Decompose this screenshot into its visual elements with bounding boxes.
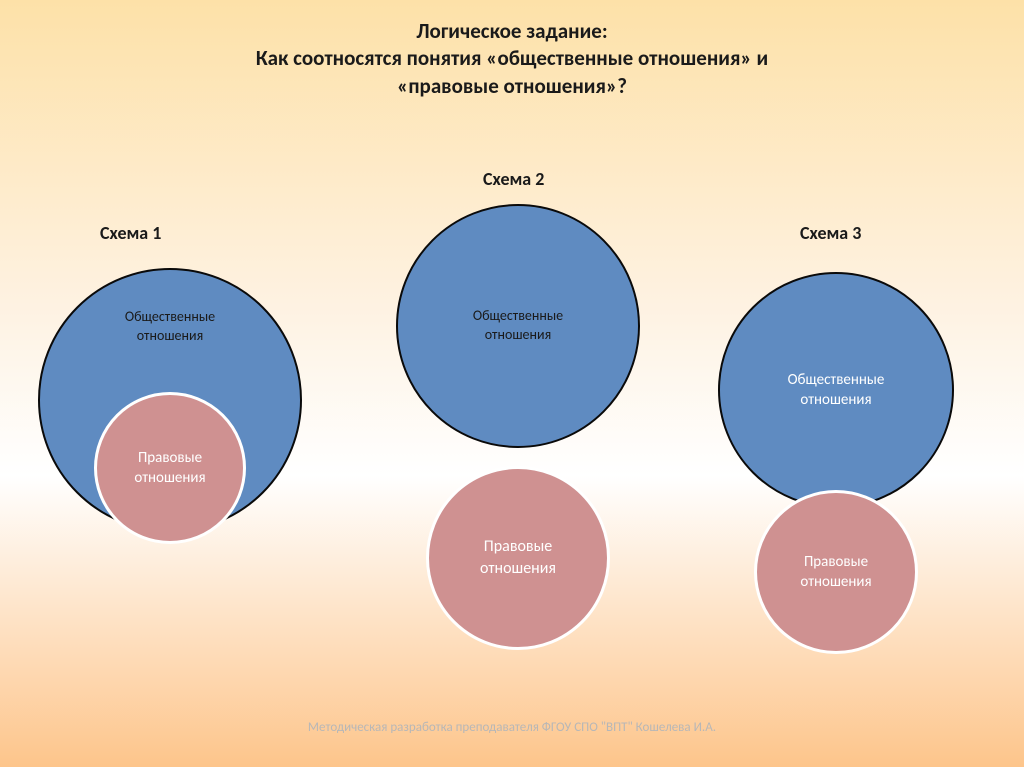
schema-2-top-circle: Общественные отношения [396,204,640,448]
schema-2-label: Схема 2 [483,168,544,190]
page-title: Логическое задание: Как соотносятся поня… [0,18,1024,100]
footer-credit: Методическая разработка преподавателя ФГ… [0,720,1024,735]
title-line-3: «правовые отношения»? [397,73,627,99]
schema-1-inner-circle: Правовые отношения [94,392,246,544]
schema-3-bottom-circle: Правовые отношения [754,490,918,654]
schema-3-bottom-text-2: отношения [800,572,871,592]
schema-2-bottom-text-2: отношения [480,558,556,580]
schema-3-top-text-2: отношения [800,390,871,410]
schema-1-outer-text-1: Общественные [125,308,215,327]
schema-2-top-text-1: Общественные [473,307,563,326]
schema-2-bottom-circle: Правовые отношения [426,466,610,650]
schema-2-top-text-2: отношения [485,326,551,345]
schema-1-outer-text-2: отношения [137,327,203,346]
schema-1-label: Схема 1 [100,222,161,244]
schema-1-inner-text-2: отношения [134,468,205,488]
schema-1-inner-text-1: Правовые [138,448,202,468]
schema-3-top-text-1: Общественные [788,370,885,390]
title-line-2: Как соотносятся понятия «общественные от… [256,45,768,71]
schema-3-label: Схема 3 [800,222,861,244]
schema-3-top-circle: Общественные отношения [718,272,954,508]
schema-2-bottom-text-1: Правовые [484,536,552,558]
schema-3-bottom-text-1: Правовые [804,552,868,572]
title-line-1: Логическое задание: [416,18,607,44]
